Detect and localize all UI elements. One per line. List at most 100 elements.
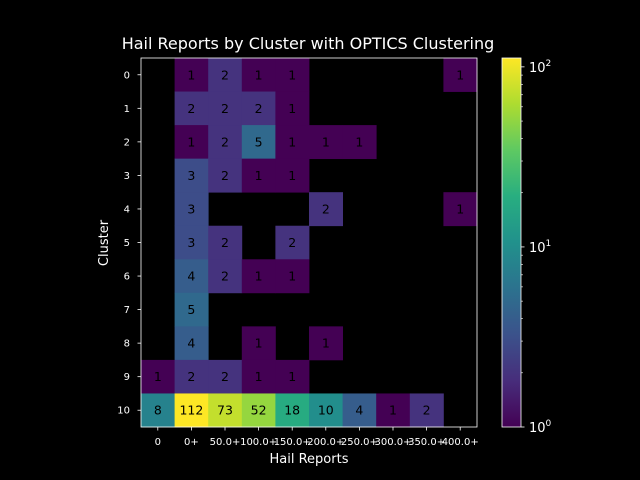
heatmap-cell [208,393,243,428]
heatmap-cell [141,359,175,394]
cell-value-label: 18 [284,403,300,418]
x-tick-label: 0+ [184,437,199,448]
cell-value-label: 2 [221,369,229,384]
heatmap-cell [275,359,310,394]
cell-value-label: 1 [187,67,195,82]
y-tick-label: 4 [124,204,130,215]
heatmap-cell [275,125,310,160]
y-tick-label: 5 [124,238,130,249]
heatmap-cell [309,192,343,227]
cell-value-label: 52 [251,403,267,418]
x-tick-label: 400.0+ [442,437,479,448]
cell-value-label: 1 [255,269,263,284]
heatmap-cell [241,125,276,160]
heatmap-cell [174,292,209,327]
cell-value-label: 1 [255,168,263,183]
cell-value-label: 4 [355,403,363,418]
heatmap-cell [309,393,343,428]
cell-value-label: 1 [288,101,296,116]
cell-value-label: 8 [154,403,162,418]
heatmap-cell [174,326,209,361]
cell-value-label: 2 [187,369,195,384]
heatmap-cell [141,393,175,428]
cell-value-label: 1 [355,134,363,149]
cell-value-label: 3 [187,168,195,183]
cell-value-label: 1 [322,134,330,149]
cell-value-label: 2 [423,403,431,418]
heatmap-cell [409,393,444,428]
heatmap-cell [275,91,310,126]
y-axis-label: Cluster [97,219,112,266]
x-tick-label: 150.0+ [274,437,311,448]
cell-value-label: 2 [221,67,229,82]
cell-value-label: 4 [187,336,195,351]
cell-value-label: 1 [288,67,296,82]
y-tick-label: 7 [124,305,130,316]
x-tick-label: 0 [155,437,161,448]
cell-value-label: 1 [187,134,195,149]
chart-title: Hail Reports by Cluster with OPTICS Clus… [122,34,495,53]
heatmap-cell [208,91,243,126]
heatmap-cell [174,259,209,294]
heatmap-cell [174,91,209,126]
heatmap-cell [342,125,377,160]
heatmap-cell [309,326,343,361]
y-axis-ticks: 0 1 2 3 4 5 6 7 8 9 10 [117,70,141,417]
cell-value-label: 1 [389,403,397,418]
cell-value-label: 2 [187,101,195,116]
cell-value-label: 1 [288,134,296,149]
cell-value-label: 73 [217,403,233,418]
cell-value-label: 2 [322,201,330,216]
colorbar-ticks: 100 101 102 [521,59,552,436]
x-tick-label: 250.0+ [341,437,378,448]
cell-value-label: 1 [322,336,330,351]
cell-value-label: 2 [255,101,263,116]
heatmap-cell [309,125,343,160]
heatmap-cell [174,225,209,260]
heatmap-cell [241,259,276,294]
cell-value-label: 1 [255,369,263,384]
colorbar-tick-label: 100 [529,419,552,436]
cell-value-label: 1 [288,369,296,384]
cell-value-label: 2 [221,168,229,183]
y-tick-label: 2 [124,137,130,148]
heatmap-cell [275,158,310,193]
cell-value-label: 10 [318,403,334,418]
x-tick-label: 200.0+ [307,437,344,448]
cell-value-label: 1 [288,168,296,183]
heatmap-cell [241,393,276,428]
y-tick-label: 8 [124,339,130,350]
cell-value-label: 1 [288,269,296,284]
heatmap-cell [174,125,209,160]
x-tick-label: 50.0+ [210,437,241,448]
cell-value-label: 2 [221,235,229,250]
cell-value-label: 4 [187,269,195,284]
cell-value-label: 2 [221,101,229,116]
y-tick-label: 1 [124,104,130,115]
heatmap-cell [208,259,243,294]
x-tick-label: 100.0+ [240,437,277,448]
heatmap-cell [275,58,310,92]
y-tick-label: 3 [124,171,130,182]
heatmap-cell [241,58,276,92]
heatmap-cell [241,359,276,394]
cell-value-label: 3 [187,201,195,216]
heatmap-cell [174,393,209,428]
cell-value-label: 1 [456,67,464,82]
cell-value-label: 3 [187,235,195,250]
cell-value-label: 1 [255,336,263,351]
heatmap-cell [208,125,243,160]
heatmap-cell [443,58,478,92]
heatmap-cell [208,58,243,92]
cell-value-label: 1 [154,369,162,384]
y-tick-label: 10 [117,406,130,417]
heatmap-cell [241,158,276,193]
heatmap-cell [241,91,276,126]
y-tick-label: 6 [124,272,130,283]
y-tick-label: 0 [124,70,130,81]
heatmap-cell [208,359,243,394]
cell-value-label: 2 [221,134,229,149]
cell-value-label: 112 [179,403,203,418]
heatmap-cell [275,393,310,428]
